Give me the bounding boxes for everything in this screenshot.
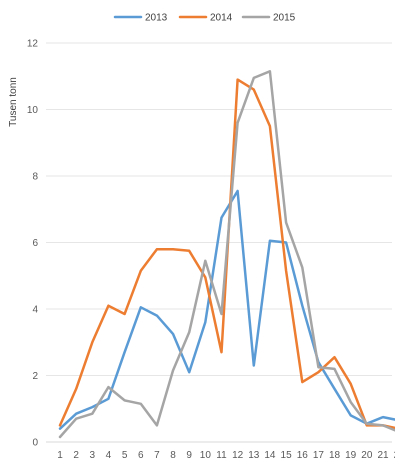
x-tick-label: 10 [200,450,212,461]
y-tick-label: 0 [32,438,38,449]
y-tick-label: 4 [32,305,38,316]
y-axis: 0 2 4 6 8 10 12 [27,39,39,449]
x-tick-label: 12 [232,450,244,461]
x-tick-label: 16 [297,450,309,461]
y-axis-title: Tusen tonn [8,77,19,127]
x-tick-label: 9 [186,450,192,461]
x-axis: 12345678910111213141516171819202122 [57,450,395,461]
series-line-2013 [58,189,395,430]
y-tick-label: 10 [27,105,39,116]
legend-label-2014: 2014 [210,13,233,24]
legend-label-2015: 2015 [273,13,296,24]
x-tick-label: 2 [73,450,79,461]
x-tick-label: 15 [281,450,293,461]
x-tick-label: 7 [154,450,160,461]
x-tick-label: 22 [394,450,395,461]
series-lines [58,70,395,439]
y-tick-label: 2 [32,371,38,382]
x-tick-label: 11 [216,450,227,461]
x-tick-label: 21 [377,450,389,461]
x-tick-label: 8 [170,450,176,461]
x-tick-label: 19 [345,450,357,461]
y-tick-label: 12 [27,39,39,50]
legend: 2013 2014 2015 [113,13,296,24]
x-tick-label: 20 [361,450,373,461]
x-tick-label: 5 [122,450,128,461]
x-tick-label: 1 [57,450,63,461]
y-tick-label: 8 [32,172,38,183]
y-tick-label: 6 [32,238,38,249]
x-tick-label: 3 [90,450,96,461]
x-tick-label: 18 [329,450,341,461]
x-tick-label: 6 [138,450,144,461]
x-tick-label: 14 [264,450,276,461]
x-tick-label: 17 [313,450,325,461]
legend-label-2013: 2013 [145,13,168,24]
x-tick-label: 13 [248,450,260,461]
series-line-2015 [58,70,395,439]
x-tick-label: 4 [106,450,112,461]
